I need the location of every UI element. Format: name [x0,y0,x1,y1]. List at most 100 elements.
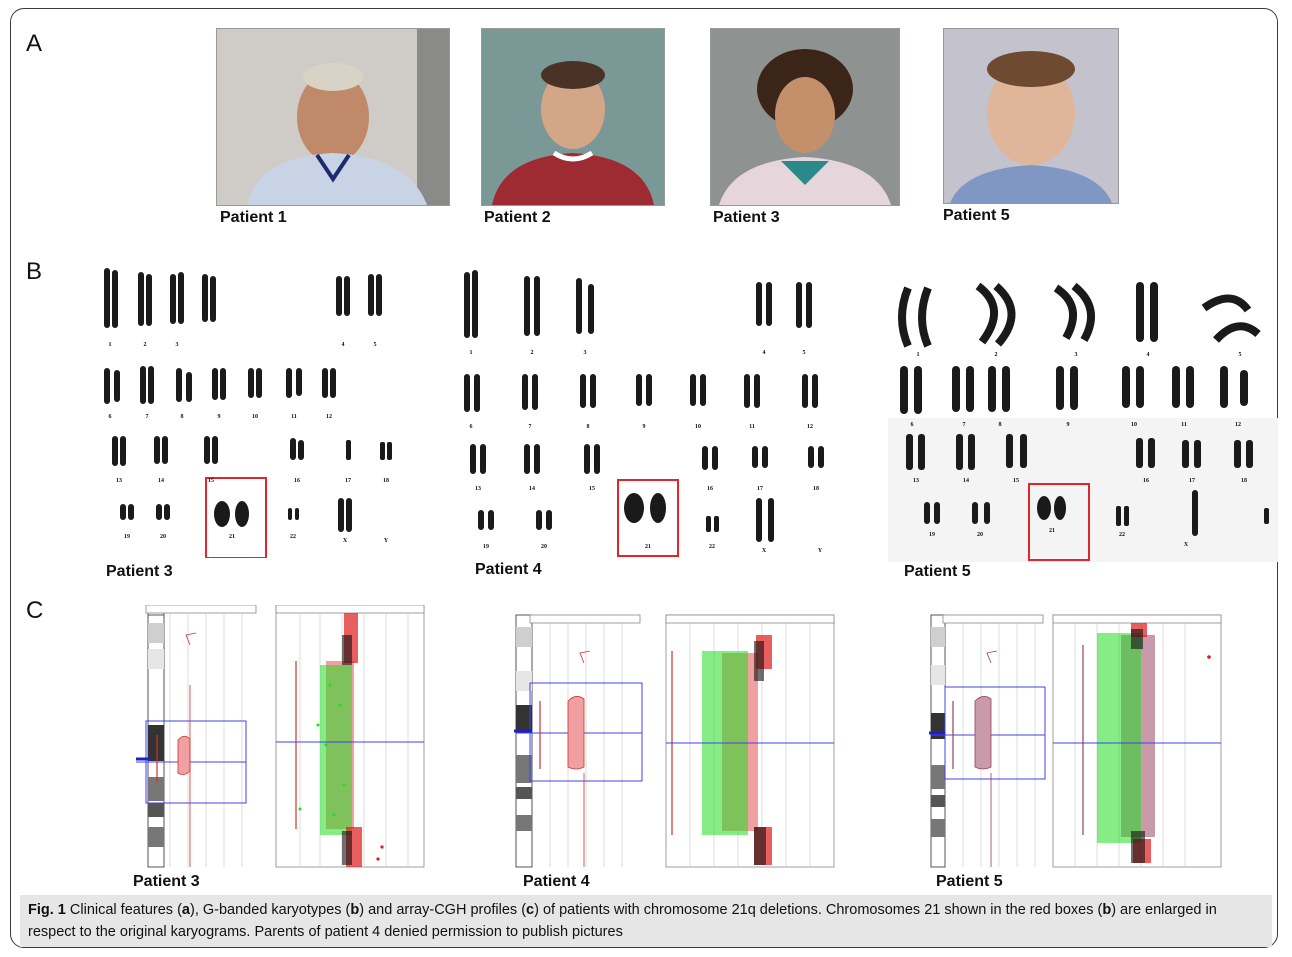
caption-ref-b-2: b [1102,902,1112,918]
kary-5-num-4: 4 [1147,352,1150,358]
kary-3-num-5: 5 [374,342,377,348]
kary-4-num-y: Y [818,548,823,554]
kary-5-num-22: 22 [1119,532,1125,538]
karyotype-patient-4: 1 2 3 4 5 6 7 8 9 10 11 12 13 14 15 16 1… [464,270,824,557]
kary-3-num-21: 21 [229,534,235,540]
kary-5-num-1: 1 [917,352,920,358]
array-patient-3-label: Patient 3 [133,873,200,890]
kary-4-num-11: 11 [749,424,755,430]
kary-3-num-7: 7 [146,414,149,420]
array-cgh-patient-3 [136,605,425,868]
kary-3-num-11: 11 [291,414,297,420]
caption-text-1: Clinical features ( [65,902,182,918]
kary-3-num-10: 10 [252,414,258,420]
kary-4-num-x: X [762,548,767,554]
karyotype-patient-3-label: Patient 3 [106,563,173,580]
caption-fig-label: Fig. 1 [28,902,66,918]
kary-5-num-20: 20 [977,532,983,538]
panel-label-c: C [26,597,44,624]
figure-caption: Fig. 1 Clinical features (a), G-banded k… [20,895,1272,947]
kary-3-num-4: 4 [342,342,345,348]
kary-5-num-8: 8 [999,422,1002,428]
array-cgh-patient-5 [929,614,1222,868]
kary-4-num-9: 9 [643,424,646,430]
kary-5-num-10: 10 [1131,422,1137,428]
kary-4-num-8: 8 [587,424,590,430]
karyotype-patient-5-label: Patient 5 [904,563,971,580]
kary-5-num-12: 12 [1235,422,1241,428]
kary-3-num-18: 18 [383,478,389,484]
caption-ref-b: b [350,902,360,918]
kary-3-num-22: 22 [290,534,296,540]
kary-4-num-13: 13 [475,486,481,492]
patient-1-label: Patient 1 [220,209,287,226]
kary-5-num-16: 16 [1143,478,1149,484]
kary-3-num-14: 14 [158,478,164,484]
caption-ref-a: a [181,902,190,918]
kary-4-num-1: 1 [470,350,473,356]
kary-5-num-15: 15 [1013,478,1019,484]
kary-5-num-13: 13 [913,478,919,484]
kary-3-num-9: 9 [218,414,221,420]
patient-3-photo [710,28,900,206]
kary-4-num-17: 17 [757,486,763,492]
kary-4-num-16: 16 [707,486,713,492]
kary-4-num-20: 20 [541,544,547,550]
caption-text-2: ), G-banded karyotypes ( [190,902,351,918]
kary-4-num-15: 15 [589,486,595,492]
patient-2-photo [481,28,665,206]
kary-5-num-x: X [1184,542,1189,548]
kary-3-num-15: 15 [208,478,214,484]
caption-text-5: ) are enlarged in respect to the origina… [28,902,1217,940]
kary-3-num-8: 8 [181,414,184,420]
karyotype-patient-5: 1 2 3 4 5 6 7 8 9 10 11 12 13 14 15 16 1… [888,282,1278,562]
kary-4-num-18: 18 [813,486,819,492]
kary-5-num-11: 11 [1181,422,1187,428]
kary-5-num-5: 5 [1239,352,1242,358]
kary-4-num-22: 22 [709,544,715,550]
kary-4-num-7: 7 [529,424,532,430]
patient-3-label: Patient 3 [713,209,780,226]
panel-label-b: B [26,258,43,285]
patient-1-photo [216,28,450,206]
patient-2-label: Patient 2 [484,209,551,226]
karyotype-patient-4-label: Patient 4 [475,561,542,578]
caption-text-4: ) of patients with chromosome 21q deleti… [534,902,1103,918]
kary-4-num-14: 14 [529,486,535,492]
kary-3-num-2: 2 [144,342,147,348]
kary-5-num-3: 3 [1075,352,1078,358]
kary-4-num-3: 3 [584,350,587,356]
kary-3-num-6: 6 [109,414,112,420]
caption-text-3: ) and array-CGH profiles ( [359,902,527,918]
kary-4-num-4: 4 [763,350,766,356]
panel-label-a: A [26,30,43,57]
kary-4-num-21: 21 [645,544,651,550]
kary-5-num-18: 18 [1241,478,1247,484]
kary-3-num-12: 12 [326,414,332,420]
kary-3-num-y: Y [384,538,389,544]
kary-3-num-16: 16 [294,478,300,484]
kary-4-num-2: 2 [531,350,534,356]
kary-5-num-21: 21 [1049,528,1055,534]
kary-5-num-14: 14 [963,478,969,484]
kary-3-num-x: X [343,538,348,544]
kary-4-num-19: 19 [483,544,489,550]
array-patient-4-label: Patient 4 [523,873,590,890]
kary-5-num-19: 19 [929,532,935,538]
kary-4-num-6: 6 [470,424,473,430]
kary-4-num-5: 5 [803,350,806,356]
kary-5-num-17: 17 [1189,478,1195,484]
kary-5-num-6: 6 [911,422,914,428]
kary-5-num-9: 9 [1067,422,1070,428]
array-patient-5-label: Patient 5 [936,873,1003,890]
kary-5-num-2: 2 [995,352,998,358]
kary-4-num-12: 12 [807,424,813,430]
kary-3-num-13: 13 [116,478,122,484]
kary-3-num-1: 1 [109,342,112,348]
kary-4-num-10: 10 [695,424,701,430]
kary-3-num-20: 20 [160,534,166,540]
kary-3-num-19: 19 [124,534,130,540]
patient-5-label: Patient 5 [943,207,1010,224]
caption-ref-c: c [526,902,535,918]
kary-3-num-17: 17 [345,478,351,484]
